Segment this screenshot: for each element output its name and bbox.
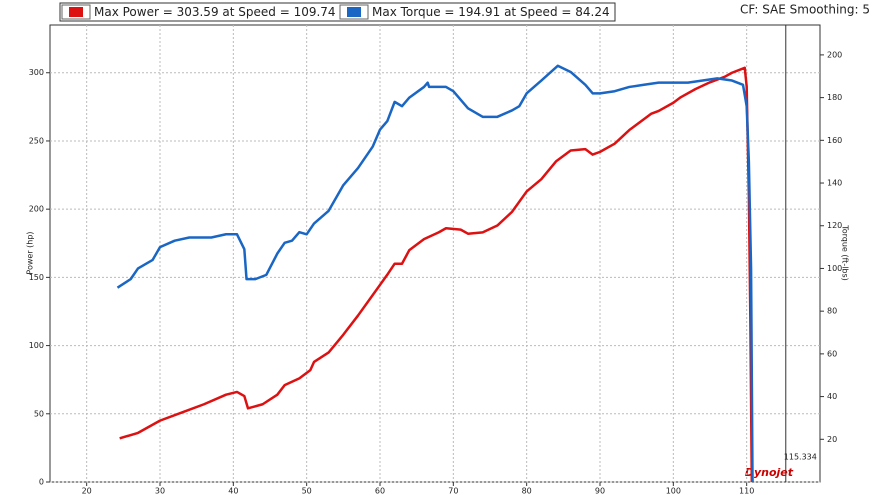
legend-swatch-fill: [347, 7, 361, 17]
x-tick-label: 60: [375, 487, 385, 495]
y-axis-label: Power (hp): [26, 231, 35, 274]
y-tick-label: 50: [34, 409, 44, 418]
x-tick-label: 80: [522, 487, 532, 495]
y2-tick-label: 40: [827, 392, 837, 401]
legend-swatch-fill: [69, 7, 83, 17]
x-tick-label: 40: [228, 487, 238, 495]
series-line: [119, 66, 754, 483]
y-tick-label: 150: [29, 273, 44, 282]
y2-axis-label: Torque (ft-lbs): [841, 224, 850, 281]
cursor-label: 115.334: [784, 453, 817, 462]
y-tick-label: 250: [29, 136, 44, 145]
y-tick-label: 300: [29, 68, 44, 77]
y2-tick-label: 160: [827, 136, 842, 145]
plot-area: [49, 24, 821, 483]
y-tick-label: 100: [29, 341, 44, 350]
y2-tick-label: 120: [827, 221, 842, 230]
logo: Dynojet: [745, 466, 794, 479]
x-tick-label: 100: [666, 487, 681, 495]
y2-tick-label: 100: [827, 264, 842, 273]
y2-tick-label: 180: [827, 93, 842, 102]
legend-label: Max Power = 303.59 at Speed = 109.74: [94, 5, 336, 19]
x-tick-label: 20: [82, 487, 92, 495]
x-tick-label: 30: [155, 487, 165, 495]
y-tick-label: 0: [39, 478, 44, 487]
legend-label: Max Torque = 194.91 at Speed = 84.24: [372, 5, 610, 19]
y2-tick-label: 20: [827, 435, 837, 444]
x-tick-label: 90: [595, 487, 605, 495]
note: CF: SAE Smoothing: 5: [740, 3, 870, 17]
x-tick-label: 70: [448, 487, 458, 495]
y2-tick-label: 200: [827, 50, 842, 59]
y-tick-label: 200: [29, 205, 44, 214]
y2-tick-label: 80: [827, 307, 837, 316]
y2-tick-label: 140: [827, 179, 842, 188]
x-tick-label: 50: [302, 487, 312, 495]
y2-tick-label: 60: [827, 349, 837, 358]
legend-box: [59, 2, 616, 22]
series-line: [116, 64, 754, 483]
x-tick-label: 110: [739, 487, 754, 495]
